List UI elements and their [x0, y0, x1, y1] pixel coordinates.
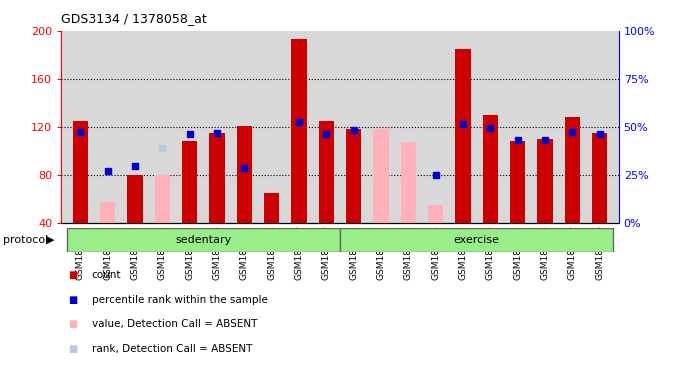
Bar — [67, 228, 340, 252]
Bar — [401, 142, 416, 223]
Text: ■: ■ — [68, 319, 78, 329]
Text: protocol: protocol — [3, 235, 49, 245]
Text: sedentary: sedentary — [175, 235, 231, 245]
Bar — [483, 115, 498, 223]
Bar — [209, 133, 224, 223]
Bar — [155, 175, 170, 223]
Text: ■: ■ — [68, 344, 78, 354]
Text: ▶: ▶ — [46, 235, 54, 245]
Bar — [127, 175, 143, 223]
Bar — [565, 117, 580, 223]
Bar — [237, 126, 252, 223]
Bar — [182, 141, 197, 223]
Text: percentile rank within the sample: percentile rank within the sample — [92, 295, 268, 305]
Bar — [510, 141, 525, 223]
Bar — [73, 121, 88, 223]
Bar — [292, 39, 307, 223]
Text: ■: ■ — [68, 270, 78, 280]
Text: value, Detection Call = ABSENT: value, Detection Call = ABSENT — [92, 319, 257, 329]
Text: rank, Detection Call = ABSENT: rank, Detection Call = ABSENT — [92, 344, 252, 354]
Bar — [592, 133, 607, 223]
Text: GDS3134 / 1378058_at: GDS3134 / 1378058_at — [61, 12, 207, 25]
Bar — [346, 129, 361, 223]
Bar — [456, 49, 471, 223]
Bar — [100, 202, 115, 223]
Bar — [319, 121, 334, 223]
Text: exercise: exercise — [454, 235, 500, 245]
Bar — [373, 129, 388, 223]
Bar — [340, 228, 613, 252]
Bar — [537, 139, 553, 223]
Text: ■: ■ — [68, 295, 78, 305]
Text: count: count — [92, 270, 121, 280]
Bar — [428, 205, 443, 223]
Bar — [264, 193, 279, 223]
